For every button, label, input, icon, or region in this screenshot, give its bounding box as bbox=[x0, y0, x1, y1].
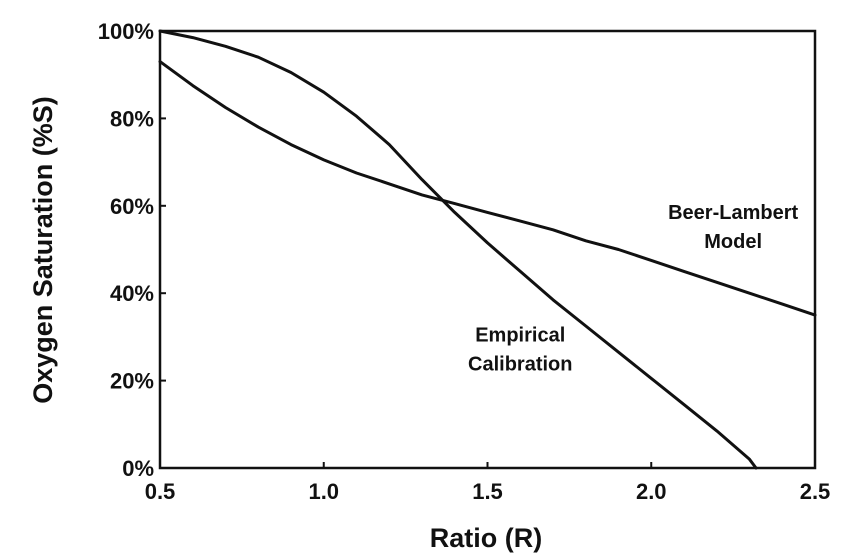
annotation-beer-lambert-line-1: Beer-Lambert bbox=[668, 202, 798, 224]
x-tick-label: 2.5 bbox=[800, 479, 831, 504]
series-line-1 bbox=[158, 60, 817, 317]
x-tick-label: 2.0 bbox=[636, 479, 667, 504]
y-tick-label: 60% bbox=[110, 194, 154, 219]
annotations: Beer-Lambert Model Empirical Calibration bbox=[468, 202, 798, 375]
series-line-2 bbox=[158, 29, 758, 470]
x-tick-label: 1.0 bbox=[308, 479, 339, 504]
y-tick-label: 80% bbox=[110, 106, 154, 131]
x-axis-title: Ratio (R) bbox=[430, 523, 542, 553]
y-axis-title: Oxygen Saturation (%S) bbox=[28, 96, 58, 404]
annotation-empirical-line-1: Empirical bbox=[475, 324, 565, 346]
y-tick-label: 40% bbox=[110, 281, 154, 306]
tick-labels: 0.5 1.0 1.5 2.0 2.5 0% 20% 40% 60% 80% 100% bbox=[98, 19, 831, 504]
y-tick-label: 20% bbox=[110, 369, 154, 394]
y-tick-label: 0% bbox=[122, 456, 154, 481]
x-tick-label: 1.5 bbox=[472, 479, 503, 504]
annotation-beer-lambert-line-2: Model bbox=[704, 231, 762, 253]
y-tick-label: 100% bbox=[98, 19, 154, 44]
annotation-empirical-line-2: Calibration bbox=[468, 353, 572, 375]
x-tick-label: 0.5 bbox=[145, 479, 176, 504]
series-group bbox=[158, 29, 817, 470]
